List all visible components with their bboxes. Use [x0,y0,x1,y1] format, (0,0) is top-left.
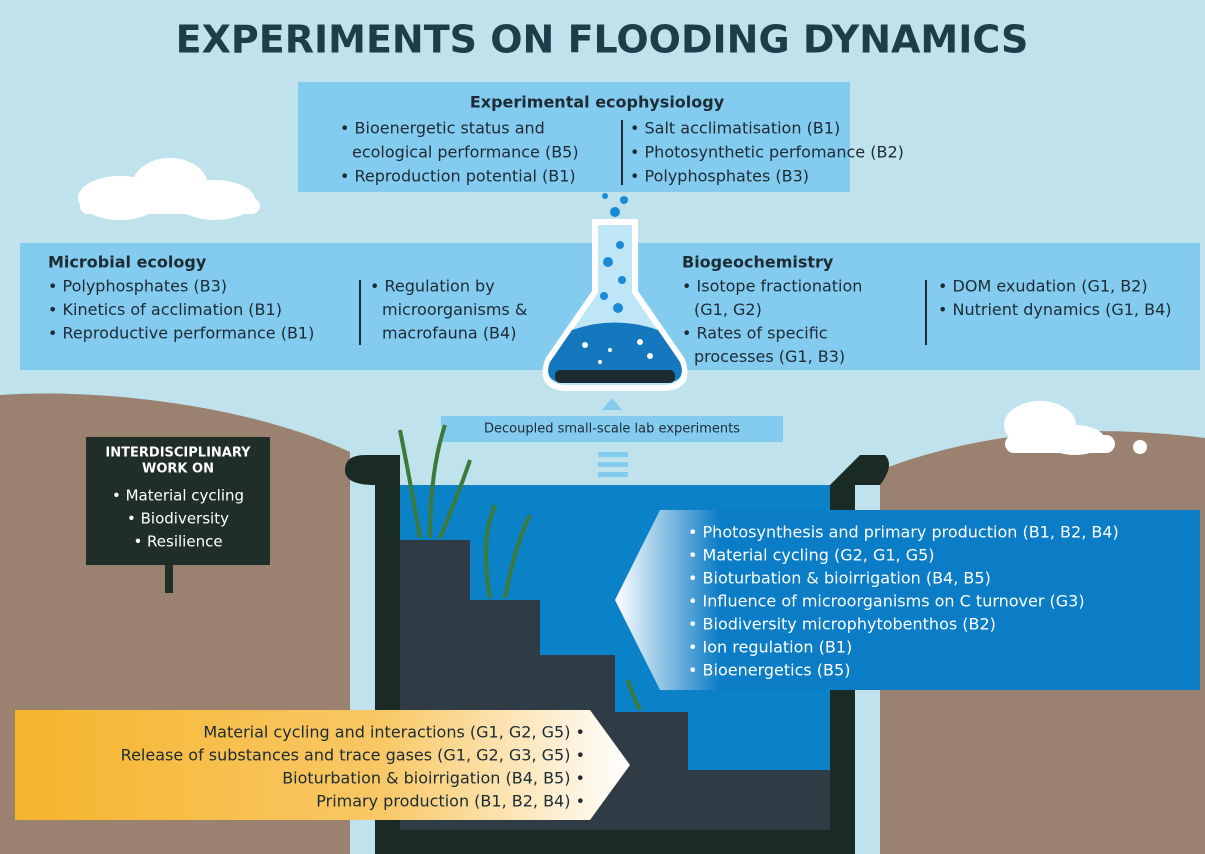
list-item: ecological performance (B5) [352,143,579,162]
list-item: microorganisms & [382,300,527,319]
list-item: • DOM exudation (G1, B2) [938,277,1148,296]
mesocosm-topic: • Ion regulation (B1) [688,638,852,657]
list-item: • Reproductive performance (B1) [48,324,314,343]
mesocosm-topic: • Bioturbation & bioirrigation (B4, B5) [688,569,991,588]
list-item: • Photosynthetic perfomance (B2) [630,143,904,162]
field-topic: Material cycling and interactions (G1, G… [203,723,585,742]
sign-post [165,565,173,593]
mesocosm-topic: • Photosynthesis and primary production … [688,523,1119,542]
list-item: • Rates of specific [682,324,828,343]
list-item: • Kinetics of acclimation (B1) [48,300,282,319]
list-item: • Isotope fractionation [682,277,862,296]
sign-heading: INTERDISCIPLINARY [105,446,251,461]
sign-heading: WORK ON [142,462,214,477]
field-topic: Primary production (B1, B2, B4) • [316,792,585,811]
heading: Biogeochemistry [682,253,834,272]
heading: Experimental ecophysiology [470,93,725,112]
mesocosm-topic: • Biodiversity microphytobenthos (B2) [688,615,996,634]
lab-label: Decoupled small-scale lab experiments [484,422,740,437]
heading: Microbial ecology [48,253,207,272]
infographic: EXPERIMENTS ON FLOODING DYNAMICS Experim… [0,0,1205,854]
list-item: • Polyphosphates (B3) [630,167,809,186]
list-item: processes (G1, B3) [694,347,845,366]
list-item: • Nutrient dynamics (G1, B4) [938,300,1171,319]
list-item: (G1, G2) [694,300,762,319]
list-item: • Polyphosphates (B3) [48,277,227,296]
list-item: macrofauna (B4) [382,324,516,343]
sign-item: • Material cycling [112,487,244,505]
title: EXPERIMENTS ON FLOODING DYNAMICS [176,18,1029,62]
list-item: • Reproduction potential (B1) [340,167,576,186]
field-topic: Bioturbation & bioirrigation (B4, B5) • [282,769,585,788]
field-topic: Release of substances and trace gases (G… [121,746,585,765]
sign-item: • Resilience [133,533,222,551]
list-item: • Bioenergetic status and [340,119,545,138]
list-item: • Regulation by [370,277,495,296]
mesocosm-topic: • Material cycling (G2, G1, G5) [688,546,935,565]
list-item: • Salt acclimatisation (B1) [630,119,840,138]
stripes [598,452,628,477]
sign-item: • Biodiversity [127,510,229,528]
mesocosm-topic: • Bioenergetics (B5) [688,661,850,680]
mesocosm-topic: • Influence of microorganisms on C turno… [688,592,1085,611]
